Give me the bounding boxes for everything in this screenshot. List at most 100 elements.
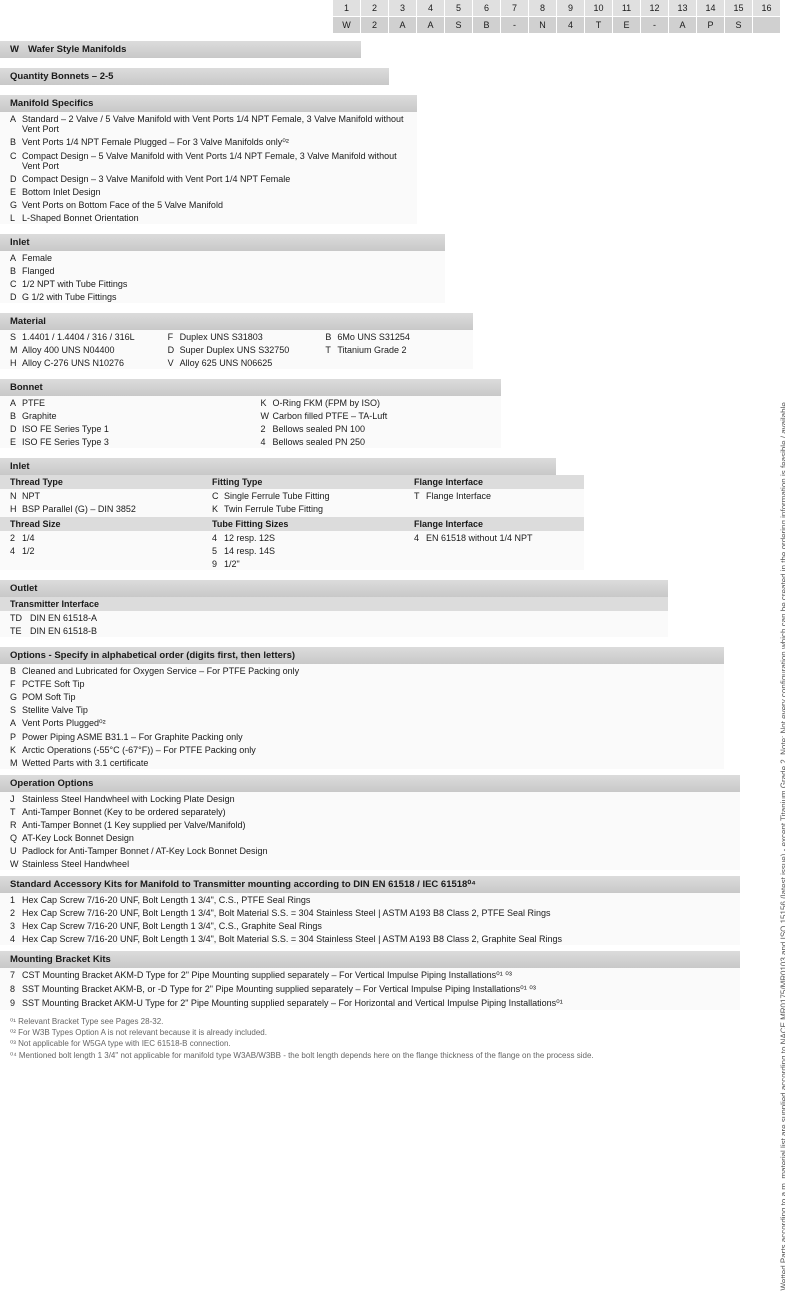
option-desc: Stellite Valve Tip <box>20 705 724 715</box>
option-code: G <box>0 200 20 210</box>
sub-header: Transmitter Interface <box>0 597 668 611</box>
code-letter: 4 <box>557 17 584 33</box>
option-code: H <box>0 358 20 368</box>
option-code: J <box>0 794 20 804</box>
code-letter: N <box>529 17 556 33</box>
option-code: D <box>0 292 20 302</box>
sub-header: Flange Interface <box>404 517 584 531</box>
option-desc: ISO FE Series Type 1 <box>20 424 251 434</box>
code-letter: T <box>585 17 612 33</box>
section-header: Mounting Bracket Kits <box>0 951 740 968</box>
option-desc: O-Ring FKM (FPM by ISO) <box>271 398 502 408</box>
option-code: L <box>0 213 20 223</box>
section-header: Operation Options <box>0 775 740 792</box>
section-header: Material <box>0 313 473 330</box>
section-header: Manifold Specifics <box>0 95 417 112</box>
option-code: B <box>315 332 335 342</box>
option-code: 2 <box>0 533 20 543</box>
option-desc: Arctic Operations (-55°C (-67°F)) – For … <box>20 745 724 755</box>
position-number: 1 <box>333 0 360 16</box>
option-code: D <box>0 424 20 434</box>
option-code: N <box>0 491 20 501</box>
option-code: 9 <box>202 559 222 569</box>
option-desc: 1.4401 / 1.4404 / 316 / 316L <box>20 332 158 342</box>
option-desc: Power Piping ASME B31.1 – For Graphite P… <box>20 732 724 742</box>
option-desc: AT-Key Lock Bonnet Design <box>20 833 740 843</box>
option-code: M <box>0 758 20 768</box>
option-desc: Hex Cap Screw 7/16-20 UNF, Bolt Length 1… <box>20 934 740 944</box>
option-desc: NPT <box>20 491 200 501</box>
option-desc: Anti-Tamper Bonnet (1 Key supplied per V… <box>20 820 740 830</box>
option-desc: Bellows sealed PN 250 <box>271 437 502 447</box>
code-letter: A <box>389 17 416 33</box>
option-code: B <box>0 666 20 676</box>
option-code: W <box>0 859 20 869</box>
wafer-header: WWafer Style Manifolds <box>0 41 361 58</box>
code-letter: E <box>613 17 640 33</box>
option-code: Q <box>0 833 20 843</box>
option-code: 9 <box>0 998 20 1009</box>
option-code: 4 <box>251 437 271 447</box>
code-letter: S <box>445 17 472 33</box>
position-number: 16 <box>753 0 780 16</box>
section-header: Outlet <box>0 580 668 597</box>
option-code: G <box>0 692 20 702</box>
code-letter: - <box>501 17 528 33</box>
option-code: F <box>0 679 20 689</box>
footnote: ⁰⁴ Mentioned bolt length 1 3/4" not appl… <box>10 1050 775 1061</box>
section-header: Options - Specify in alphabetical order … <box>0 647 724 664</box>
position-numbers-row: 12345678910111213141516 <box>0 0 785 16</box>
option-code: H <box>0 504 20 514</box>
option-desc: 6Mo UNS S31254 <box>335 332 473 342</box>
option-desc: PTFE <box>20 398 251 408</box>
option-desc: ISO FE Series Type 3 <box>20 437 251 447</box>
footnotes: ⁰¹ Relevant Bracket Type see Pages 28-32… <box>0 1010 785 1067</box>
option-code: M <box>0 345 20 355</box>
option-desc: G 1/2 with Tube Fittings <box>20 292 445 302</box>
option-code: 4 <box>0 546 20 556</box>
footnote: ⁰¹ Relevant Bracket Type see Pages 28-32… <box>10 1016 775 1027</box>
option-code: C <box>0 279 20 289</box>
option-desc: Flange Interface <box>424 491 584 501</box>
option-desc: 1/2" <box>222 559 402 569</box>
position-number: 6 <box>473 0 500 16</box>
option-code: R <box>0 820 20 830</box>
option-code: A <box>0 253 20 263</box>
option-desc: Stainless Steel Handwheel with Locking P… <box>20 794 740 804</box>
position-number: 3 <box>389 0 416 16</box>
option-desc: Anti-Tamper Bonnet (Key to be ordered se… <box>20 807 740 817</box>
option-code: K <box>251 398 271 408</box>
option-desc: Vent Ports Plugged⁰² <box>20 718 724 729</box>
option-desc: Titanium Grade 2 <box>335 345 473 355</box>
option-desc: 1/2 <box>20 546 200 556</box>
option-desc: Standard – 2 Valve / 5 Valve Manifold wi… <box>20 114 417 134</box>
option-code: U <box>0 846 20 856</box>
option-desc: Bottom Inlet Design <box>20 187 417 197</box>
option-code: 4 <box>202 533 222 543</box>
code-letter: W <box>333 17 360 33</box>
option-desc: BSP Parallel (G) – DIN 3852 <box>20 504 200 514</box>
option-desc: EN 61518 without 1/4 NPT <box>424 533 584 543</box>
option-code: B <box>0 137 20 148</box>
position-number: 4 <box>417 0 444 16</box>
option-desc: Wetted Parts with 3.1 certificate <box>20 758 724 768</box>
option-desc: Hex Cap Screw 7/16-20 UNF, Bolt Length 1… <box>20 908 740 918</box>
option-desc: Compact Design – 5 Valve Manifold with V… <box>20 151 417 171</box>
code-letter: S <box>725 17 752 33</box>
option-desc: Flanged <box>20 266 445 276</box>
side-note: Wetted Parts according to a.m. material … <box>780 400 785 1291</box>
option-code: 1 <box>0 895 20 905</box>
option-desc: Vent Ports 1/4 NPT Female Plugged – For … <box>20 137 417 148</box>
option-code: B <box>0 266 20 276</box>
option-code: 5 <box>202 546 222 556</box>
position-number: 7 <box>501 0 528 16</box>
option-desc: DIN EN 61518-B <box>28 626 668 636</box>
option-code: T <box>315 345 335 355</box>
option-desc: Female <box>20 253 445 263</box>
option-desc: Carbon filled PTFE – TA-Luft <box>271 411 502 421</box>
code-letters-row: W2AASB-N4TE-APS <box>0 17 785 33</box>
option-code: W <box>251 411 271 421</box>
sub-header: Thread Type <box>0 475 202 489</box>
option-desc: Alloy 625 UNS N06625 <box>178 358 316 368</box>
option-desc: 1/4 <box>20 533 200 543</box>
